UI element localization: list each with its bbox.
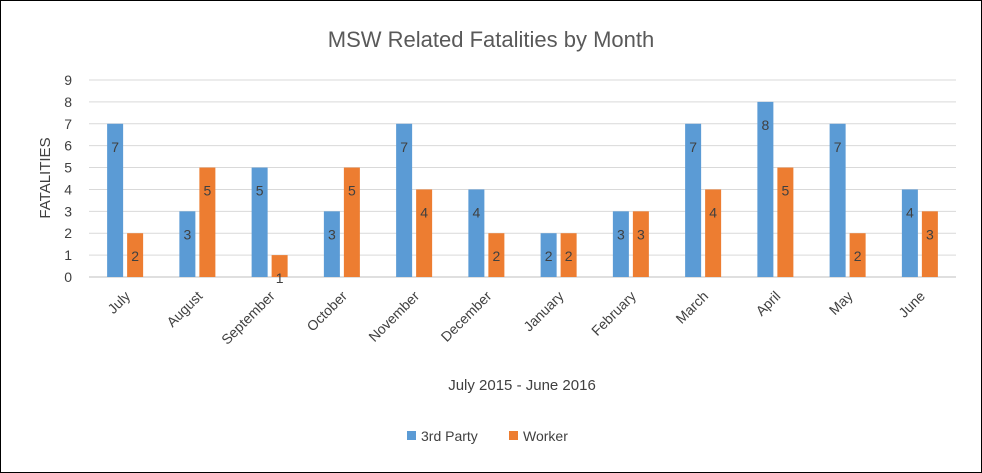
data-label: 1 <box>276 270 284 286</box>
bar-third-party <box>468 189 485 277</box>
bar-worker <box>416 189 433 277</box>
x-category-label: February <box>588 288 639 339</box>
bar-worker <box>488 233 505 277</box>
data-label: 8 <box>761 117 769 133</box>
data-label: 5 <box>781 183 789 199</box>
legend-swatch <box>407 431 416 440</box>
y-tick-label: 6 <box>64 138 72 154</box>
y-tick-label: 8 <box>64 94 72 110</box>
data-label: 7 <box>400 139 408 155</box>
bar-worker <box>849 233 866 277</box>
bar-worker <box>921 211 938 277</box>
bar-worker <box>199 167 216 277</box>
x-category-label: March <box>672 288 711 327</box>
bar-third-party <box>323 211 340 277</box>
data-label: 4 <box>709 204 717 220</box>
bar-third-party <box>107 123 124 278</box>
x-axis-categories: July August September October November Decemb… <box>104 288 928 348</box>
bar-third-party <box>396 123 413 278</box>
y-tick-label: 4 <box>64 181 72 197</box>
legend-label: 3rd Party <box>421 428 478 444</box>
y-tick-label: 3 <box>64 203 72 219</box>
bar-worker <box>127 233 144 277</box>
bar-worker <box>632 211 649 277</box>
data-label: 2 <box>131 248 139 264</box>
bar-worker <box>777 167 794 277</box>
bar-third-party <box>612 211 629 277</box>
data-label: 3 <box>637 226 645 242</box>
bars <box>107 101 938 278</box>
y-tick-label: 2 <box>64 225 72 241</box>
data-label: 2 <box>565 248 573 264</box>
x-category-label: August <box>163 288 205 330</box>
x-category-label: October <box>303 288 350 335</box>
x-category-label: July <box>104 288 133 317</box>
bar-worker <box>271 255 288 277</box>
data-label: 2 <box>545 248 553 264</box>
bar-worker <box>705 189 722 277</box>
legend: 3rd Party Worker <box>407 428 568 444</box>
bar-third-party <box>829 123 846 278</box>
data-label: 4 <box>472 204 480 220</box>
y-tick-label: 1 <box>64 247 72 263</box>
bar-third-party <box>685 123 702 278</box>
x-category-label: June <box>895 288 928 321</box>
bar-worker <box>560 233 577 277</box>
x-category-label: September <box>218 288 278 348</box>
data-label: 7 <box>111 139 119 155</box>
data-label: 5 <box>348 183 356 199</box>
data-label: 3 <box>328 226 336 242</box>
bar-third-party <box>251 167 268 277</box>
legend-label: Worker <box>523 428 568 444</box>
y-tick-label: 7 <box>64 116 72 132</box>
bar-third-party <box>540 233 557 277</box>
y-tick-label: 9 <box>64 72 72 88</box>
y-tick-label: 0 <box>64 269 72 285</box>
x-category-label: April <box>752 288 783 319</box>
data-label: 5 <box>256 183 264 199</box>
data-label: 2 <box>854 248 862 264</box>
chart-title: MSW Related Fatalities by Month <box>328 27 654 52</box>
bar-worker <box>343 167 360 277</box>
y-axis-label: FATALITIES <box>37 137 54 218</box>
data-label: 7 <box>689 139 697 155</box>
data-label: 3 <box>183 226 191 242</box>
data-label: 3 <box>926 226 934 242</box>
x-category-label: December <box>438 288 495 345</box>
gridlines <box>89 79 956 278</box>
data-label: 4 <box>420 204 428 220</box>
data-label: 4 <box>906 204 914 220</box>
data-label: 2 <box>492 248 500 264</box>
bar-third-party <box>179 211 196 277</box>
x-category-label: November <box>365 288 422 345</box>
x-category-label: January <box>520 288 567 335</box>
y-axis-ticks: 0 1 2 3 4 5 6 7 8 9 <box>64 72 72 285</box>
legend-swatch <box>509 431 518 440</box>
data-label: 3 <box>617 226 625 242</box>
bar-third-party <box>757 101 774 277</box>
y-tick-label: 5 <box>64 160 72 176</box>
data-label: 7 <box>834 139 842 155</box>
x-axis-label: July 2015 - June 2016 <box>448 377 596 394</box>
bar-third-party <box>901 189 918 277</box>
x-category-label: May <box>826 288 856 318</box>
data-label: 5 <box>203 183 211 199</box>
